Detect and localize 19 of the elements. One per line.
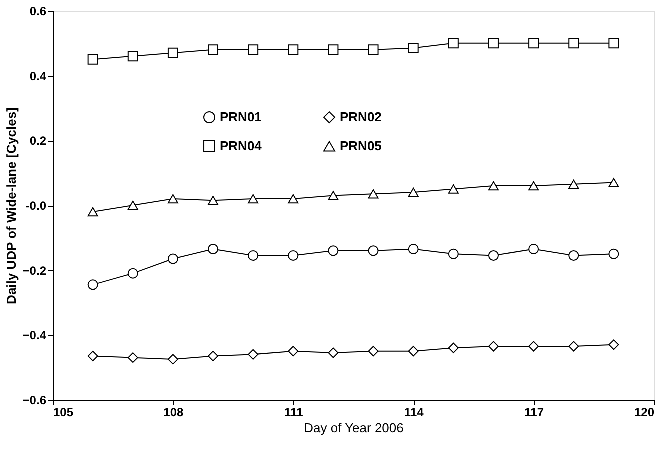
- y-tick-label: 0.2: [30, 134, 47, 148]
- legend-label: PRN01: [220, 110, 262, 125]
- x-tick-label: 114: [404, 406, 424, 420]
- x-axis-title: Day of Year 2006: [304, 420, 404, 436]
- y-tick-label: −0.4: [22, 328, 47, 343]
- y-tick-label: -0.0: [26, 199, 47, 213]
- x-tick-label: 117: [524, 406, 544, 420]
- legend-label: PRN05: [340, 138, 382, 154]
- legend-label: PRN02: [340, 110, 382, 125]
- x-tick-label: 120: [634, 406, 655, 420]
- y-tick-label: 0.6: [30, 4, 47, 18]
- y-axis-title: Daily UDP of Wide-lane [Cycles]: [4, 108, 19, 304]
- x-tick-label: 108: [164, 406, 184, 420]
- x-tick-label: 105: [54, 406, 74, 420]
- y-tick-label: 0.4: [30, 69, 47, 84]
- x-tick-label: 111: [284, 406, 304, 420]
- legend-label: PRN04: [220, 138, 263, 154]
- y-tick-label: −0.2: [22, 264, 47, 278]
- y-tick-label: −0.6: [22, 394, 47, 408]
